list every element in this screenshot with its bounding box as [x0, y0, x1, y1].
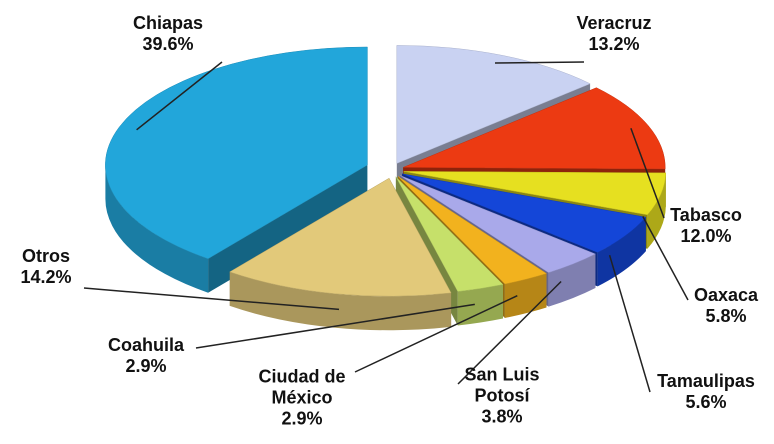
category-name: Ciudad de México [258, 366, 346, 408]
value-label: 13.2% [588, 34, 640, 54]
slice-side [597, 217, 646, 287]
value-label: 14.2% [20, 267, 72, 287]
leader-line [630, 128, 665, 219]
category-name: San Luis Potosí [464, 364, 540, 406]
slice-side [457, 284, 503, 326]
value-label: 39.6% [142, 34, 194, 54]
slice-label: Veracruz 13.2% [576, 13, 651, 55]
slice [395, 176, 504, 292]
slice-label: Tamaulipas 5.6% [657, 371, 755, 413]
leader-line [457, 280, 562, 385]
slice [396, 45, 591, 164]
value-label: 3.8% [481, 406, 523, 427]
slice-label: Tabasco 12.0% [670, 205, 742, 247]
slice-label: Coahuila 2.9% [108, 335, 184, 377]
slice-label: Chiapas 39.6% [133, 13, 203, 55]
category-name: Oaxaca [693, 285, 759, 305]
slice [403, 171, 667, 216]
slice-side [548, 254, 596, 307]
slice-label: Otros 14.2% [20, 246, 71, 288]
value-label: 12.0% [680, 226, 732, 246]
slice [105, 46, 368, 259]
slice-side [229, 271, 452, 331]
value-label: 5.6% [685, 392, 727, 412]
slice-side [647, 172, 666, 249]
slice [229, 177, 452, 297]
slice-label: Oaxaca 5.8% [694, 285, 758, 327]
slice-label: Ciudad de México 2.9% [247, 367, 357, 430]
leader-line [195, 303, 475, 349]
category-name: Coahuila [107, 335, 185, 355]
slice [397, 176, 548, 285]
category-name: Veracruz [576, 13, 652, 33]
slice [403, 87, 666, 170]
slice [402, 173, 647, 253]
value-label: 2.9% [125, 356, 167, 376]
value-label: 5.8% [705, 306, 747, 326]
category-name: Chiapas [132, 13, 204, 33]
leader-line [136, 61, 223, 131]
category-name: Tabasco [670, 205, 742, 225]
leader-line [642, 216, 689, 301]
leader-line [608, 254, 651, 393]
leader-line [354, 295, 518, 373]
slice-side [105, 165, 209, 293]
slice [399, 175, 597, 273]
leader-line [83, 287, 340, 311]
leader-line [494, 61, 585, 64]
category-name: Tamaulipas [657, 371, 755, 391]
value-label: 2.9% [281, 408, 323, 429]
slice-label: San Luis Potosí 3.8% [447, 365, 557, 428]
category-name: Otros [21, 246, 71, 266]
slice-wall [208, 165, 368, 293]
